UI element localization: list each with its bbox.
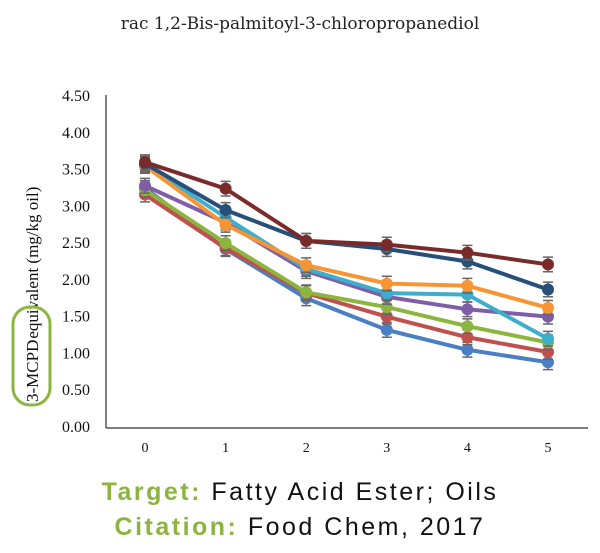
series-path xyxy=(143,164,549,310)
target-label: Target: xyxy=(101,478,202,506)
series-line xyxy=(139,156,554,347)
data-point xyxy=(461,279,474,292)
data-point xyxy=(219,237,232,250)
y-tick-label: 0.00 xyxy=(62,419,90,436)
x-tick-label: 0 xyxy=(142,441,149,456)
data-point xyxy=(542,310,554,323)
series-path xyxy=(143,162,549,341)
data-point xyxy=(461,343,474,356)
data-point xyxy=(300,259,313,272)
y-axis-label: 3-MCPDequivalent (mg/kg oil) xyxy=(23,187,42,402)
y-label-highlight: 3-MCPD xyxy=(23,340,42,402)
data-point xyxy=(300,234,313,247)
y-tick-label: 0.50 xyxy=(62,382,90,399)
y-label-rest: equivalent (mg/kg oil) xyxy=(23,187,42,339)
target-value: Fatty Acid Ester; Oils xyxy=(211,478,499,506)
line-chart: 0.00 0.50 1.00 1.50 2.00 2.50 3.00 3.50 4.00 4.50… xyxy=(11,88,588,456)
data-point xyxy=(461,303,474,316)
x-tick-label: 3 xyxy=(383,441,390,456)
y-tick-label: 3.50 xyxy=(62,162,90,179)
data-point xyxy=(542,301,554,314)
series-line xyxy=(139,154,554,273)
y-tick-label: 3.00 xyxy=(62,198,90,215)
data-point xyxy=(542,345,554,358)
data-point xyxy=(542,283,554,296)
series-path xyxy=(143,188,549,345)
citation-value: Food Chem, 2017 xyxy=(247,513,486,541)
target-line: Target: Fatty Acid Ester; Oils xyxy=(0,478,600,507)
y-tick-label: 4.50 xyxy=(62,88,90,105)
data-point xyxy=(461,320,474,333)
x-tick-label: 4 xyxy=(464,441,471,456)
data-point xyxy=(461,288,474,301)
data-point xyxy=(219,204,232,217)
x-tick-label: 1 xyxy=(222,441,229,456)
y-tick-label: 1.50 xyxy=(62,309,90,326)
x-tick-label: 2 xyxy=(303,441,310,456)
data-point xyxy=(139,179,151,192)
data-point xyxy=(380,323,393,336)
series-path xyxy=(144,160,549,267)
highlight-box xyxy=(11,305,52,407)
x-tick-label: 5 xyxy=(545,441,552,456)
data-point xyxy=(139,156,151,169)
y-tick-label: 4.00 xyxy=(62,125,90,142)
data-point xyxy=(219,218,232,231)
y-tick-label: 2.00 xyxy=(62,272,90,289)
y-tick-label: 1.00 xyxy=(62,345,90,362)
data-point xyxy=(542,332,554,345)
data-point xyxy=(461,255,474,268)
data-point xyxy=(380,287,393,300)
data-point xyxy=(300,286,313,299)
series-path xyxy=(144,161,549,292)
series-path xyxy=(143,192,549,354)
data-point xyxy=(542,258,554,271)
data-point xyxy=(380,310,393,323)
citation-label: Citation: xyxy=(114,513,239,541)
data-point xyxy=(219,182,232,195)
data-point xyxy=(380,238,393,251)
data-point xyxy=(380,277,393,290)
x-axis-ticks: 0 1 2 3 4 5 xyxy=(142,441,552,456)
citation-line: Citation: Food Chem, 2017 xyxy=(0,513,600,542)
chart-title: rac 1,2-Bis-palmitoyl-3-chloropropanedio… xyxy=(120,14,480,34)
y-axis-ticks: 0.00 0.50 1.00 1.50 2.00 2.50 3.00 3.50 4.00 4.50 xyxy=(62,88,90,436)
data-point xyxy=(461,246,474,259)
y-tick-label: 2.50 xyxy=(62,235,90,252)
svg-text:3-MCPDequivalent (mg/kg oil): 3-MCPDequivalent (mg/kg oil) xyxy=(23,187,42,402)
